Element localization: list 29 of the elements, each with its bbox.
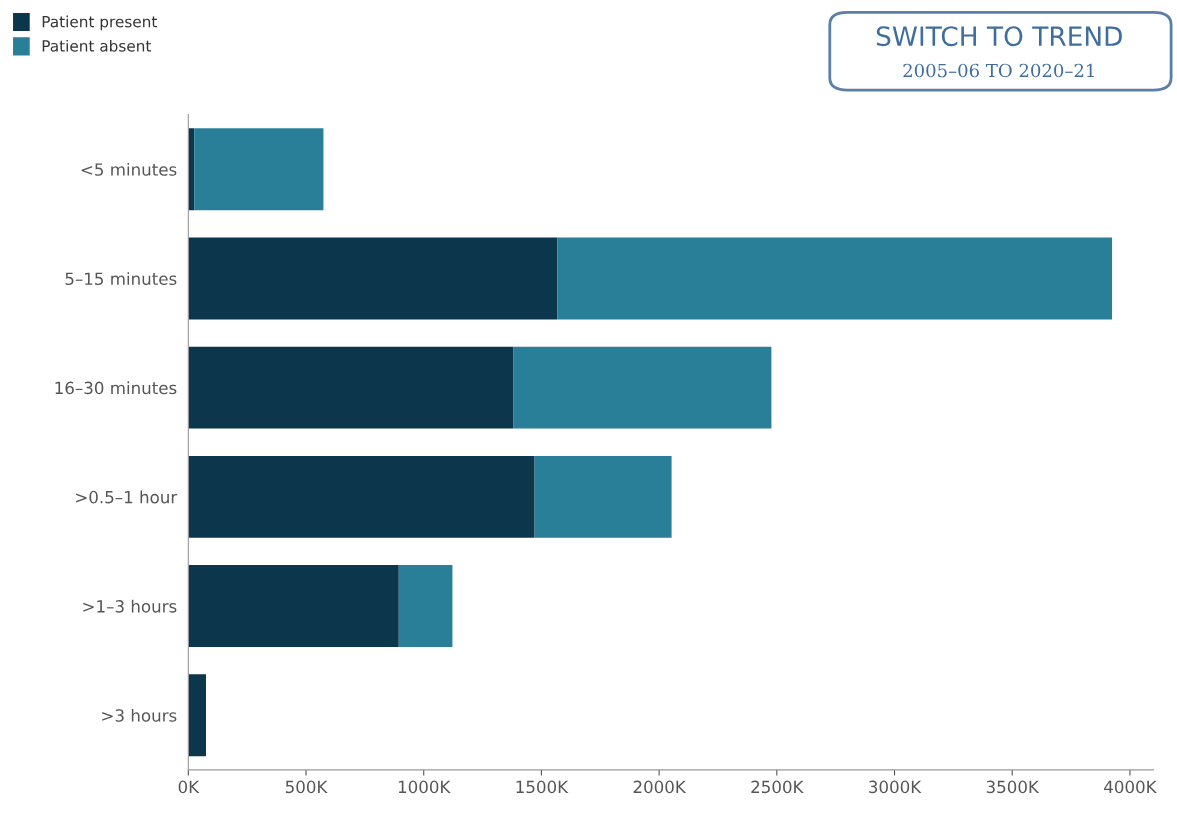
bar xyxy=(188,674,206,757)
bar xyxy=(188,237,558,320)
y-tick-label: >3 hours xyxy=(102,708,177,722)
x-tick-label: 1000K xyxy=(398,780,451,794)
text: SWITCH TO TREND xyxy=(876,26,1122,47)
x-tick-label: 3000K xyxy=(869,780,922,794)
x-tick-label: 2000K xyxy=(633,780,687,794)
bar xyxy=(188,565,399,648)
legend-label: Patient absent xyxy=(42,39,152,52)
x-tick-label: 500K xyxy=(285,780,328,794)
bar xyxy=(557,237,1113,320)
y-tick-label: <5 minutes xyxy=(81,162,177,176)
bar xyxy=(534,455,672,538)
legend-label: Patient present xyxy=(42,15,157,31)
text: 2005–06 TO 2020–21 xyxy=(903,63,1094,78)
bar xyxy=(188,346,514,429)
y-tick-label: >1–3 hours xyxy=(83,599,177,613)
y-tick-label: 5–15 minutes xyxy=(65,272,177,286)
x-tick-label: 0K xyxy=(178,780,200,794)
y-tick-label: 16–30 minutes xyxy=(55,381,177,395)
bar xyxy=(188,455,535,538)
x-tick-label: 3500K xyxy=(986,780,1040,794)
x-tick-label: 4000K xyxy=(1104,780,1157,794)
x-tick-label: 2500K xyxy=(751,780,804,794)
bar xyxy=(513,346,772,429)
bar xyxy=(194,128,324,211)
bar xyxy=(398,565,453,648)
x-tick-label: 1500K xyxy=(516,780,569,794)
y-tick-label: >0.5–1 hour xyxy=(76,490,178,504)
